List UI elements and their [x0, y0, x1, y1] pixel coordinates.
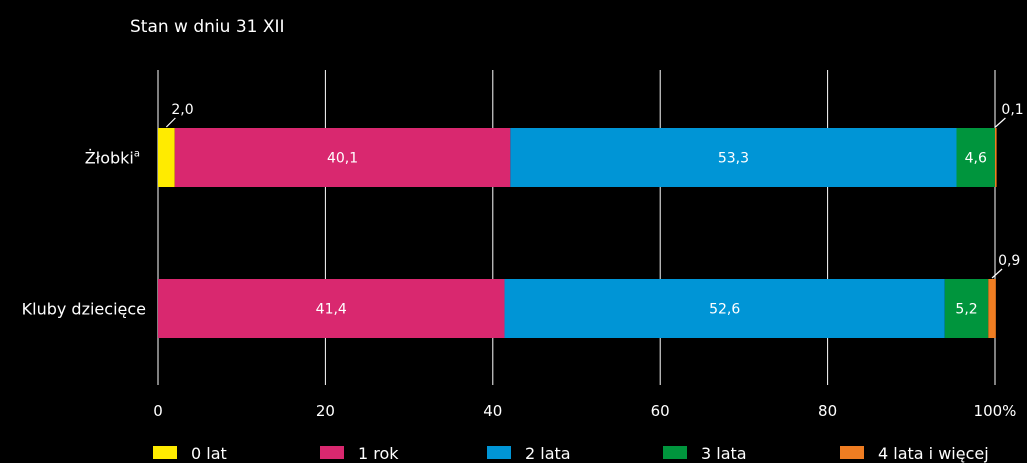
legend-swatch	[320, 446, 344, 459]
bar-value-label: 52,6	[709, 302, 740, 318]
bar-value-label: 4,6	[965, 151, 987, 167]
legend-swatch	[153, 446, 177, 459]
bar-segment	[158, 279, 505, 338]
x-tick-label: 100%	[974, 402, 1017, 420]
leader-line	[995, 117, 1006, 128]
legend-label: 1 rok	[358, 444, 399, 463]
bar-segment	[504, 279, 945, 338]
category-label: Kluby dziecięce	[22, 300, 146, 319]
leader-line	[165, 117, 176, 128]
legend: 0 lat 1 rok 2 lata 3 lata 4 lata i więcej	[153, 444, 989, 463]
category-label: Żłobkia	[85, 149, 140, 168]
bar-value-label: 0,1	[1001, 102, 1023, 118]
bar-value-label: 0,9	[998, 253, 1020, 269]
legend-label: 2 lata	[525, 444, 571, 463]
chart-subtitle: Stan w dniu 31 XII	[130, 17, 285, 37]
bar-value-label: 2,0	[171, 102, 193, 118]
legend-label: 0 lat	[191, 444, 227, 463]
bar-segment	[956, 128, 995, 187]
legend-item: 1 rok	[320, 444, 399, 463]
bars	[158, 128, 997, 338]
legend-item: 4 lata i więcej	[840, 444, 989, 463]
legend-item: 2 lata	[487, 444, 571, 463]
x-tick-label: 80	[818, 402, 837, 420]
legend-swatch	[663, 446, 687, 459]
legend-label: 3 lata	[701, 444, 747, 463]
x-tick-label: 40	[483, 402, 502, 420]
bar-value-label: 5,2	[955, 302, 977, 318]
legend-swatch	[840, 446, 864, 459]
bar-segment	[995, 128, 997, 187]
bar-segment	[158, 128, 175, 187]
bar-value-label: 53,3	[718, 151, 749, 167]
x-tick-label: 0	[153, 402, 163, 420]
bar-labels: 2,0 40,1 53,3 4,6 0,1 41,4 52,6 5,2 0,9	[165, 102, 1024, 318]
x-axis: 0 20 40 60 80 100%	[153, 402, 1016, 420]
legend-item: 3 lata	[663, 444, 747, 463]
bar-segment	[988, 279, 996, 338]
bar-segment	[944, 279, 989, 338]
bar-value-label: 41,4	[316, 302, 347, 318]
x-tick-label: 60	[651, 402, 670, 420]
legend-label: 4 lata i więcej	[878, 444, 989, 463]
category-labels: Żłobkia Kluby dziecięce	[22, 149, 146, 319]
bar-value-label: 40,1	[327, 151, 358, 167]
leader-line	[991, 268, 1003, 279]
bar-segment	[174, 128, 511, 187]
legend-item: 0 lat	[153, 444, 227, 463]
bar-segment	[510, 128, 957, 187]
x-tick-label: 20	[316, 402, 335, 420]
legend-swatch	[487, 446, 511, 459]
